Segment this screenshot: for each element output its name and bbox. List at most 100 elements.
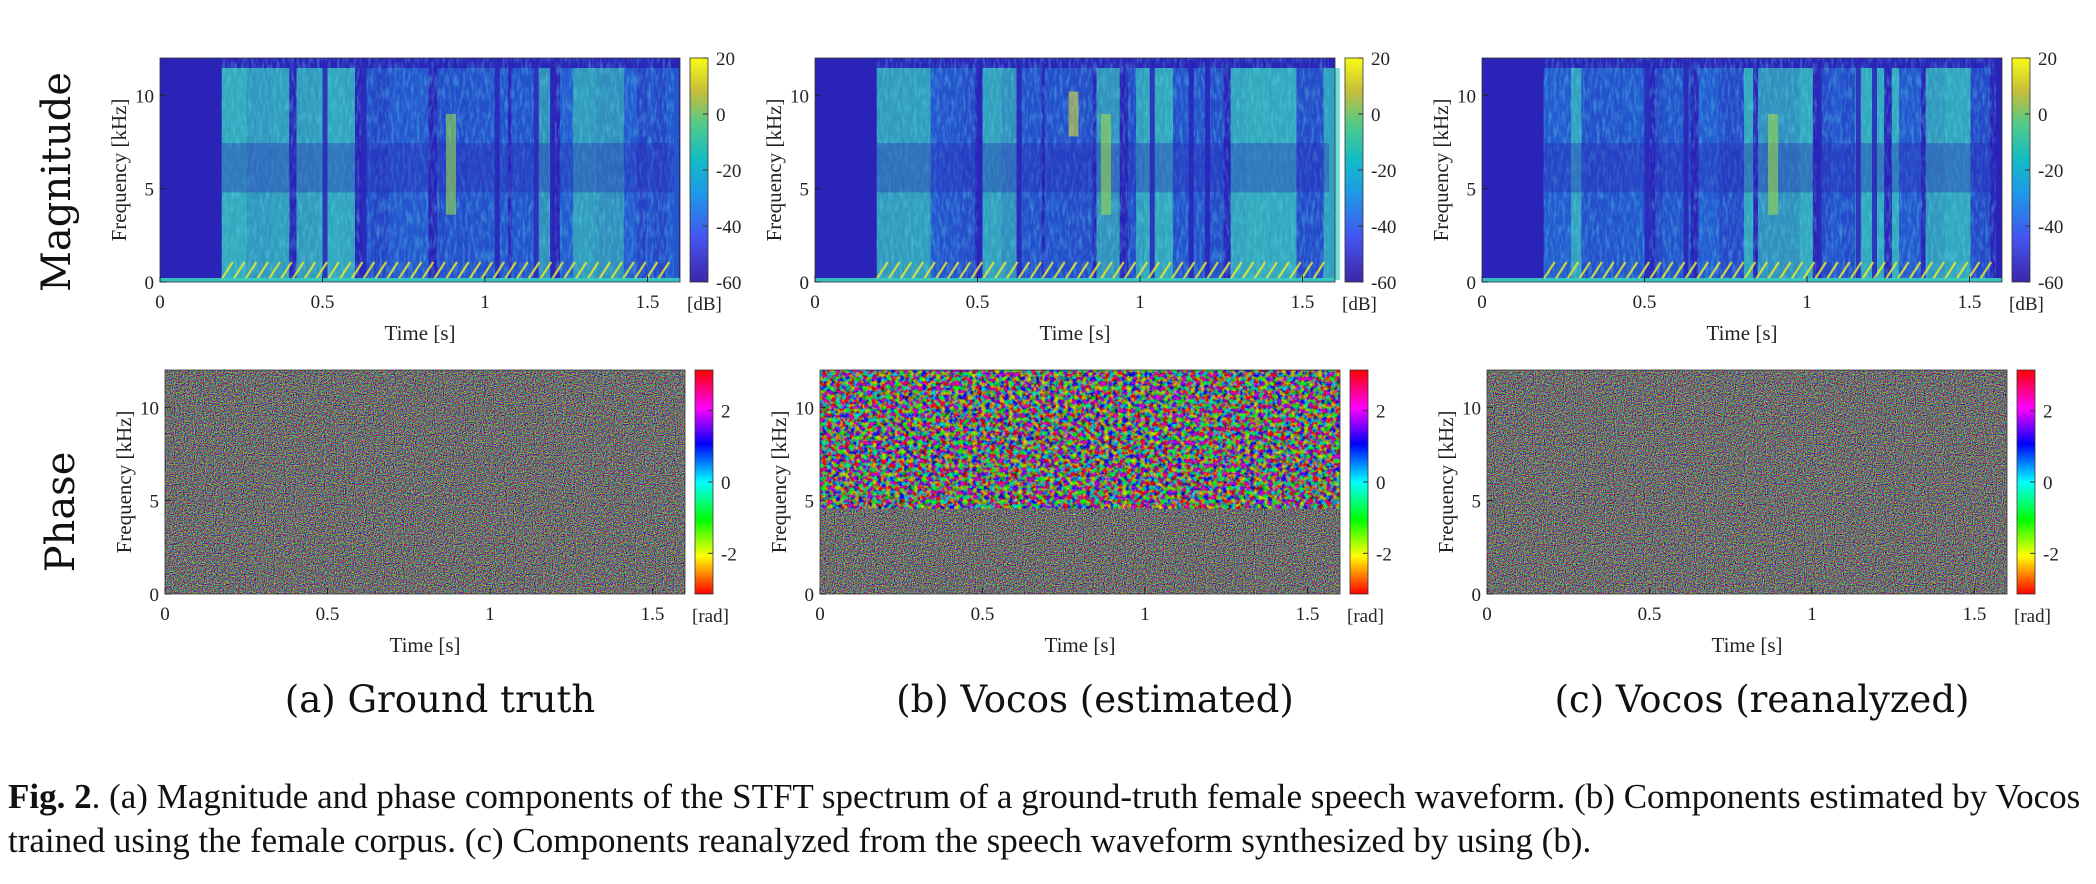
magnitude-ytick: 0 [800, 273, 810, 294]
subcaption: (b) Vocos (estimated) [896, 678, 1294, 721]
phase-ytick: 0 [1472, 585, 1482, 606]
phase-xtick: 1.5 [1296, 604, 1320, 625]
phase-ytick: 10 [140, 398, 159, 419]
magnitude-xtick: 0 [1477, 292, 1487, 313]
magnitude-ytick: 10 [135, 86, 154, 107]
phase-xtick: 1.5 [1963, 604, 1987, 625]
magnitude-xtick: 0.5 [966, 292, 990, 313]
row-label-magnitude: Magnitude [34, 72, 80, 292]
magnitude-ylabel: Frequency [kHz] [1429, 99, 1453, 242]
phase-colorbar-tick: 0 [721, 473, 731, 494]
magnitude-colorbar-tick: -40 [716, 217, 741, 238]
magnitude-colorbar-tick: -60 [716, 273, 741, 294]
phase-xtick: 1 [1140, 604, 1150, 625]
magnitude-colorbar-tick: 0 [716, 105, 726, 126]
magnitude-ylabel: Frequency [kHz] [762, 99, 786, 242]
magnitude-colorbar-tick: -60 [2038, 273, 2063, 294]
magnitude-xtick: 1.5 [636, 292, 660, 313]
magnitude-ytick: 0 [1467, 273, 1477, 294]
magnitude-colorbar-tick: -40 [1371, 217, 1396, 238]
magnitude-colorbar-tick: 0 [1371, 105, 1381, 126]
phase-colorbar-unit: [rad] [692, 606, 729, 627]
phase-colorbar-tick: -2 [2043, 544, 2059, 565]
magnitude-colorbar-unit: [dB] [1342, 294, 1377, 315]
magnitude-spectrogram: 0 0.5 1 1.5 0 5 10 Time [s] Frequency [kHz] 20 0 -2… [107, 49, 741, 345]
phase-xtick: 0.5 [1638, 604, 1662, 625]
row-label-phase: Phase [38, 452, 84, 573]
magnitude-xlabel: Time [s] [1707, 321, 1778, 345]
magnitude-ytick: 10 [1457, 86, 1476, 107]
phase-xtick: 1 [485, 604, 495, 625]
phase-xtick: 1.5 [641, 604, 665, 625]
magnitude-ytick: 5 [1467, 180, 1477, 201]
magnitude-colorbar-tick: -40 [2038, 217, 2063, 238]
magnitude-colorbar-unit: [dB] [2009, 294, 2044, 315]
subcaption: (c) Vocos (reanalyzed) [1555, 678, 1970, 721]
magnitude-spectrogram: 0 0.5 1 1.5 0 5 10 Time [s] Frequency [kHz] 20 0 -2… [1429, 49, 2063, 345]
phase-xtick: 0 [815, 604, 825, 625]
magnitude-xlabel: Time [s] [385, 321, 456, 345]
magnitude-colorbar-tick: -20 [1371, 161, 1396, 182]
magnitude-xlabel: Time [s] [1040, 321, 1111, 345]
magnitude-colorbar-tick: 20 [716, 49, 735, 70]
magnitude-xtick: 1.5 [1291, 292, 1315, 313]
magnitude-ytick: 5 [800, 180, 810, 201]
magnitude-xtick: 1 [1135, 292, 1145, 313]
magnitude-xtick: 0 [810, 292, 820, 313]
magnitude-colorbar-tick: 0 [2038, 105, 2048, 126]
phase-ytick: 10 [795, 398, 814, 419]
phase-spectrogram: 0 0.5 1 1.5 0 5 10 Time [s] Frequency [kHz] 2 0 -2 [… [1434, 369, 2059, 657]
phase-ylabel: Frequency [kHz] [1434, 411, 1458, 554]
figure-caption: Fig. 2. (a) Magnitude and phase componen… [8, 775, 2088, 863]
magnitude-colorbar-tick: -20 [716, 161, 741, 182]
phase-colorbar-unit: [rad] [1347, 606, 1384, 627]
phase-xtick: 0.5 [971, 604, 995, 625]
phase-colorbar-tick: 0 [1376, 473, 1386, 494]
magnitude-xtick: 0 [155, 292, 165, 313]
magnitude-colorbar-tick: 20 [1371, 49, 1390, 70]
magnitude-spectrogram: 0 0.5 1 1.5 0 5 10 Time [s] Frequency [kHz] 20 0 -2… [762, 49, 1396, 345]
magnitude-xtick: 1.5 [1958, 292, 1982, 313]
phase-spectrogram: 0 0.5 1 1.5 0 5 10 Time [s] Frequency [kHz] 2 0 -2 [… [767, 369, 1392, 657]
figure-label: Fig. 2 [8, 777, 92, 816]
phase-spectrogram: 0 0.5 1 1.5 0 5 10 Time [s] Frequency [kHz] 2 0 -2 [… [112, 369, 737, 657]
magnitude-colorbar-unit: [dB] [687, 294, 722, 315]
phase-ytick: 5 [150, 492, 160, 513]
magnitude-ytick: 10 [790, 86, 809, 107]
phase-xlabel: Time [s] [390, 633, 461, 657]
magnitude-ytick: 5 [145, 180, 155, 201]
magnitude-xtick: 0.5 [311, 292, 335, 313]
phase-ylabel: Frequency [kHz] [112, 411, 136, 554]
phase-colorbar-tick: 0 [2043, 473, 2053, 494]
phase-xlabel: Time [s] [1712, 633, 1783, 657]
phase-xtick: 0 [160, 604, 170, 625]
phase-colorbar-tick: -2 [1376, 544, 1392, 565]
subcaption: (a) Ground truth [285, 678, 595, 721]
magnitude-ytick: 0 [145, 273, 155, 294]
phase-ylabel: Frequency [kHz] [767, 411, 791, 554]
magnitude-xtick: 1 [480, 292, 490, 313]
magnitude-colorbar-tick: -20 [2038, 161, 2063, 182]
phase-xtick: 1 [1807, 604, 1817, 625]
phase-xtick: 0.5 [316, 604, 340, 625]
phase-ytick: 10 [1462, 398, 1481, 419]
phase-colorbar-unit: [rad] [2014, 606, 2051, 627]
phase-ytick: 0 [150, 585, 160, 606]
magnitude-colorbar-tick: -60 [1371, 273, 1396, 294]
magnitude-xtick: 1 [1802, 292, 1812, 313]
magnitude-xtick: 0.5 [1633, 292, 1657, 313]
phase-colorbar-tick: -2 [721, 544, 737, 565]
phase-ytick: 5 [1472, 492, 1482, 513]
magnitude-colorbar-tick: 20 [2038, 49, 2057, 70]
caption-text: . (a) Magnitude and phase components of … [8, 777, 2081, 860]
phase-colorbar-tick: 2 [721, 402, 731, 423]
phase-xlabel: Time [s] [1045, 633, 1116, 657]
phase-colorbar-tick: 2 [2043, 402, 2053, 423]
phase-ytick: 0 [805, 585, 815, 606]
phase-xtick: 0 [1482, 604, 1492, 625]
phase-ytick: 5 [805, 492, 815, 513]
